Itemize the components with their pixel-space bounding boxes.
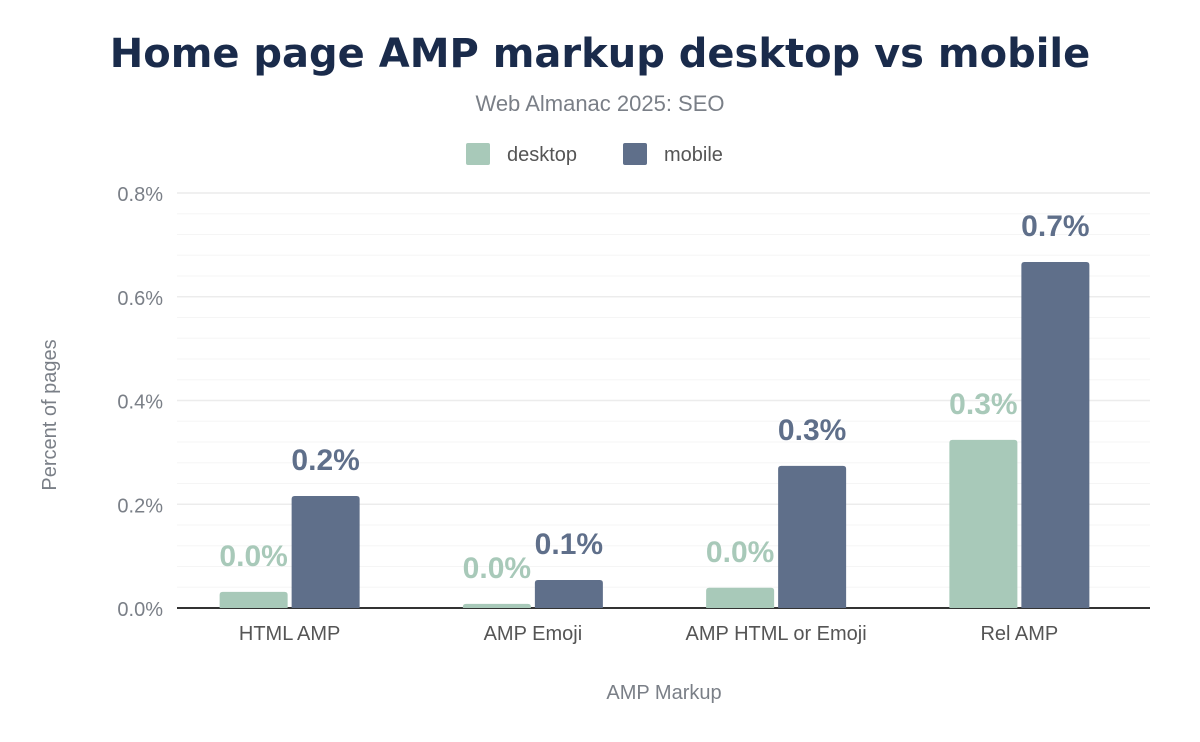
y-tick-label: 0.2%	[117, 495, 163, 517]
data-label-mobile: 0.2%	[291, 444, 359, 477]
chart-title: Home page AMP markup desktop vs mobile	[110, 31, 1091, 77]
bar-mobile	[291, 495, 360, 608]
x-axis-ticks: HTML AMP AMP Emoji AMP HTML or Emoji Rel AM…	[239, 623, 1058, 645]
bar-mobile	[534, 579, 603, 608]
bar-desktop	[949, 439, 1018, 608]
gridlines: 0.0% 0.2% 0.4% 0.6% 0.8%	[117, 184, 1150, 621]
x-tick-label: Rel AMP	[980, 623, 1058, 645]
data-label-desktop: 0.0%	[463, 552, 531, 585]
data-label-desktop: 0.0%	[706, 536, 774, 569]
data-label-mobile: 0.3%	[778, 414, 846, 447]
legend-label-mobile: mobile	[664, 144, 723, 166]
data-label-desktop: 0.0%	[219, 540, 287, 573]
bar-mobile	[1021, 261, 1090, 608]
x-tick-label: HTML AMP	[239, 623, 341, 645]
data-label-mobile: 0.7%	[1021, 210, 1089, 243]
bar-desktop	[462, 603, 531, 608]
y-axis-label: Percent of pages	[39, 339, 61, 490]
bars: 0.0%0.2%0.0%0.1% 0.0%0.3%0.3%0.7%	[219, 210, 1090, 608]
legend-swatch-desktop	[466, 143, 490, 165]
y-tick-label: 0.4%	[117, 392, 163, 414]
legend-label-desktop: desktop	[507, 144, 577, 166]
y-tick-label: 0.8%	[117, 184, 163, 206]
bar-desktop	[219, 591, 288, 608]
data-label-mobile: 0.1%	[535, 528, 603, 561]
y-tick-label: 0.0%	[117, 599, 163, 621]
x-tick-label: AMP HTML or Emoji	[686, 623, 867, 645]
legend-swatch-mobile	[623, 143, 647, 165]
x-tick-label: AMP Emoji	[484, 623, 583, 645]
legend: desktop mobile	[466, 143, 723, 166]
bar-mobile	[778, 465, 847, 608]
chart-subtitle: Web Almanac 2025: SEO	[475, 91, 724, 116]
y-tick-label: 0.6%	[117, 288, 163, 310]
x-axis-label: AMP Markup	[606, 682, 721, 704]
data-label-desktop: 0.3%	[949, 388, 1017, 421]
bar-desktop	[706, 587, 775, 608]
